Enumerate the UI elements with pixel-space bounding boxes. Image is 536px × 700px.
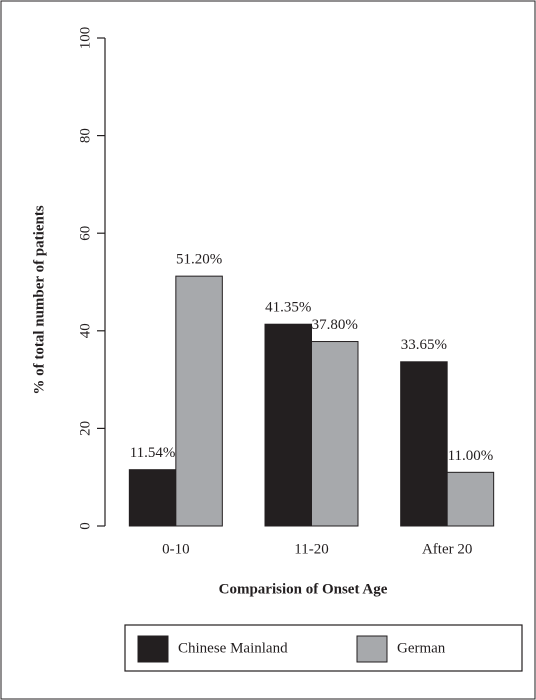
value-label: 37.80% [312,317,358,333]
value-label: 11.00% [448,448,494,464]
y-tick-label: 40 [77,323,93,338]
x-axis-label: Comparision of Onset Age [219,581,388,597]
legend-label: German [397,640,446,656]
bar [175,275,223,527]
bar [400,361,448,527]
x-tick-label: After 20 [422,541,472,557]
legend-label: Chinese Mainland [178,640,288,656]
legend-box [124,624,523,672]
bar [446,471,495,527]
y-tick-label: 60 [77,226,93,241]
legend-swatch [356,635,388,663]
x-tick-label: 11-20 [294,541,328,557]
y-tick-label: 100 [77,27,93,50]
legend-swatch [137,635,169,663]
value-label: 33.65% [401,337,447,353]
y-tick-label: 20 [77,421,93,436]
bar [311,341,359,527]
value-label: 41.35% [265,300,311,316]
y-axis-label: % of total number of patients [31,205,47,394]
value-label: 11.54% [130,445,176,461]
bar [128,469,177,527]
value-label: 51.20% [176,252,222,268]
y-tick-label: 80 [77,128,93,143]
bar [264,323,312,527]
y-tick-label: 0 [77,522,93,530]
x-tick-label: 0-10 [162,541,190,557]
